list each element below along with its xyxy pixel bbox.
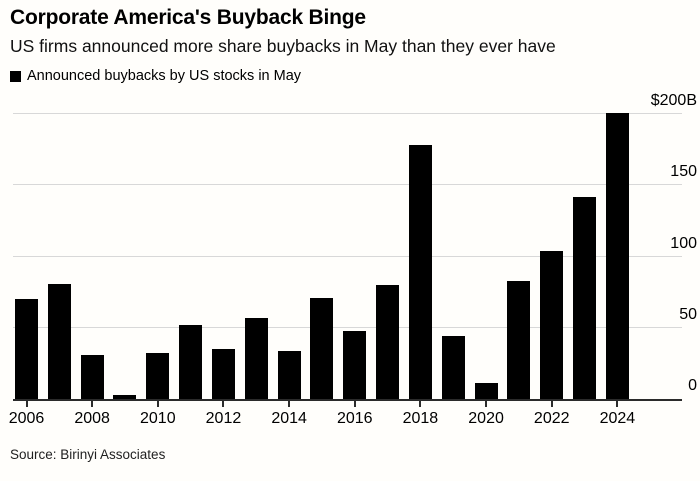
- gridline-150: [13, 184, 682, 186]
- legend-label: Announced buybacks by US stocks in May: [27, 68, 302, 84]
- chart-title: Corporate America's Buyback Binge: [10, 6, 366, 29]
- y-tick-label-100: 100: [670, 234, 697, 252]
- bar-2010: [146, 353, 170, 399]
- bar-2021: [507, 280, 531, 399]
- y-tick-label-0: 0: [688, 377, 697, 394]
- y-tick-label-200: $200B: [650, 92, 697, 109]
- x-tick-2020: [485, 401, 488, 407]
- legend: Announced buybacks by US stocks in May: [10, 68, 301, 84]
- x-tick-2008: [91, 401, 94, 407]
- y-tick-label-50: 50: [679, 305, 697, 323]
- bar-2023: [573, 196, 597, 399]
- bar-2011: [179, 324, 203, 399]
- bar-2018: [408, 145, 432, 399]
- x-tick-2006: [25, 401, 28, 407]
- bar-2007: [47, 283, 71, 399]
- bar-2016: [343, 330, 367, 399]
- x-tick-2024: [616, 401, 619, 407]
- x-tick-label-2014: 2014: [271, 410, 307, 427]
- chart-subtitle: US firms announced more share buybacks i…: [10, 36, 556, 56]
- gridline-200: [13, 113, 682, 114]
- bar-2024: [605, 112, 629, 399]
- x-tick-label-2022: 2022: [533, 410, 570, 427]
- x-tick-label-2010: 2010: [140, 410, 176, 427]
- y-tick-label-150: 150: [670, 163, 697, 181]
- x-tick-2016: [353, 401, 356, 407]
- x-tick-2014: [288, 401, 291, 407]
- x-tick-2010: [156, 401, 159, 407]
- plot-area: 2006 2008 2010 2012 2014 2016 2018 2020 2022 2024: [9, 112, 682, 427]
- x-tick-2018: [419, 401, 422, 407]
- x-tick-label-2018: 2018: [402, 410, 439, 427]
- bar-2019: [441, 336, 465, 399]
- bar-2008: [80, 354, 104, 399]
- bar-2015: [310, 297, 334, 399]
- bar-2022: [540, 250, 564, 399]
- bar-2013: [244, 317, 268, 399]
- x-tick-label-2020: 2020: [468, 410, 504, 427]
- x-tick-label-2016: 2016: [336, 410, 373, 427]
- x-tick-label-2006: 2006: [8, 410, 45, 427]
- bar-2017: [376, 285, 400, 399]
- x-tick-2022: [550, 401, 553, 407]
- legend-swatch-icon: [10, 70, 21, 82]
- x-axis-line: [13, 399, 682, 401]
- bar-2009: [113, 394, 137, 399]
- x-tick-label-2024: 2024: [599, 410, 636, 427]
- bar-2020: [474, 383, 498, 399]
- bar-2014: [277, 350, 301, 399]
- bar-2006: [15, 299, 38, 399]
- gridline-50: [13, 326, 682, 328]
- x-tick-label-2008: 2008: [74, 410, 110, 427]
- bar-2012: [211, 349, 235, 399]
- x-tick-label-2012: 2012: [205, 410, 242, 427]
- gridline-100: [13, 255, 682, 257]
- source-note: Source: Birinyi Associates: [10, 447, 166, 462]
- x-tick-2012: [222, 401, 225, 407]
